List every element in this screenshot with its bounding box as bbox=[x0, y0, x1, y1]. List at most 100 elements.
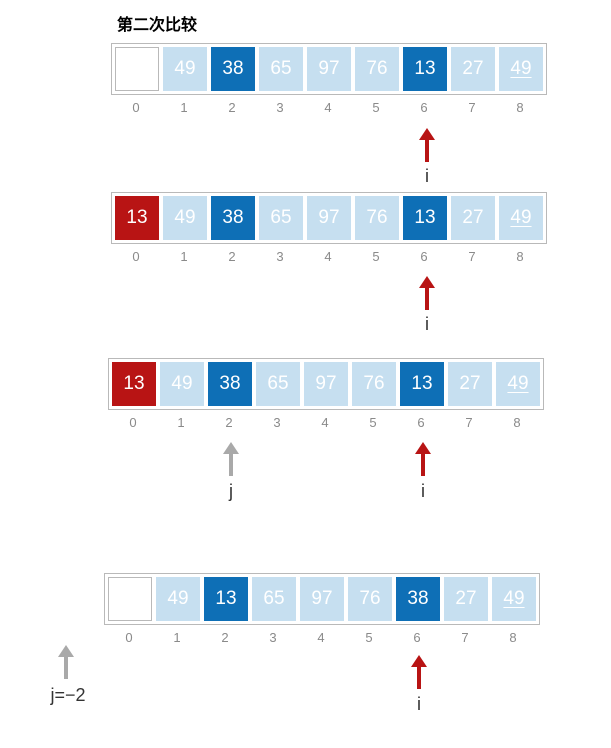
array-cell-2: 13 bbox=[204, 577, 248, 621]
array-cell-4: 97 bbox=[307, 196, 351, 240]
cell-value: 27 bbox=[455, 588, 477, 609]
array-cell-8: 49 bbox=[499, 47, 543, 91]
array-cell-6: 13 bbox=[400, 362, 444, 406]
index-label-8: 8 bbox=[509, 630, 517, 645]
array-cell-5: 76 bbox=[348, 577, 392, 621]
array-cell-0: 13 bbox=[112, 362, 156, 406]
pointer-i-label-1: i bbox=[425, 166, 429, 186]
cell-value: 38 bbox=[219, 373, 241, 394]
array-cell-3: 65 bbox=[259, 47, 303, 91]
gray-arrow-j-final bbox=[58, 645, 74, 679]
array-cell-8: 49 bbox=[499, 196, 543, 240]
cell-value: 65 bbox=[270, 58, 292, 79]
pointer-i-label-4: i bbox=[417, 694, 421, 714]
cell-value: 49 bbox=[510, 58, 532, 79]
index-label-7: 7 bbox=[465, 415, 473, 430]
array-cell-1: 49 bbox=[160, 362, 204, 406]
cell-value: 38 bbox=[407, 588, 429, 609]
array-cell-5: 76 bbox=[355, 47, 399, 91]
cell-value: 49 bbox=[167, 588, 189, 609]
cell-value: 13 bbox=[414, 207, 436, 228]
array-cell-4: 97 bbox=[304, 362, 348, 406]
index-label-2: 2 bbox=[228, 249, 236, 264]
index-label-7: 7 bbox=[468, 100, 476, 115]
array-cell-0 bbox=[108, 577, 152, 621]
index-label-3: 3 bbox=[276, 249, 284, 264]
cell-value: 13 bbox=[414, 58, 436, 79]
cell-value: 49 bbox=[174, 207, 196, 228]
array-row-2: 13 49 38 65 97 76 13 27 49 bbox=[111, 192, 547, 244]
array-cell-3: 65 bbox=[256, 362, 300, 406]
cell-value: 13 bbox=[411, 373, 433, 394]
array-cell-6: 13 bbox=[403, 196, 447, 240]
array-cell-4: 97 bbox=[307, 47, 351, 91]
index-label-4: 4 bbox=[324, 100, 332, 115]
cell-value: 65 bbox=[263, 588, 285, 609]
index-label-3: 3 bbox=[273, 415, 281, 430]
array-cell-8: 49 bbox=[496, 362, 540, 406]
array-cell-1: 49 bbox=[163, 196, 207, 240]
pointer-i-label-2: i bbox=[425, 314, 429, 334]
array-cell-0: 13 bbox=[115, 196, 159, 240]
red-arrow-i-1 bbox=[419, 128, 435, 162]
index-label-2: 2 bbox=[228, 100, 236, 115]
array-row-1: 49 38 65 97 76 13 27 49 bbox=[111, 43, 547, 95]
array-cell-5: 76 bbox=[352, 362, 396, 406]
index-label-8: 8 bbox=[513, 415, 521, 430]
cell-value: 97 bbox=[318, 207, 340, 228]
index-label-8: 8 bbox=[516, 100, 524, 115]
cell-value: 65 bbox=[270, 207, 292, 228]
array-cell-3: 65 bbox=[252, 577, 296, 621]
cell-value: 76 bbox=[366, 207, 388, 228]
array-cell-7: 27 bbox=[444, 577, 488, 621]
array-cell-3: 65 bbox=[259, 196, 303, 240]
index-label-5: 5 bbox=[372, 249, 380, 264]
array-cell-2: 38 bbox=[211, 196, 255, 240]
array-cell-4: 97 bbox=[300, 577, 344, 621]
index-label-4: 4 bbox=[324, 249, 332, 264]
cell-value: 49 bbox=[503, 588, 525, 609]
index-label-1: 1 bbox=[180, 100, 188, 115]
array-row-3: 13 49 38 65 97 76 13 27 49 bbox=[108, 358, 544, 410]
index-label-1: 1 bbox=[180, 249, 188, 264]
pointer-j-final-label: j=−2 bbox=[50, 685, 86, 705]
index-label-0: 0 bbox=[132, 100, 140, 115]
cell-value: 65 bbox=[267, 373, 289, 394]
cell-value: 27 bbox=[462, 207, 484, 228]
cell-value: 97 bbox=[318, 58, 340, 79]
pointer-i-label-3: i bbox=[421, 481, 425, 501]
index-label-3: 3 bbox=[269, 630, 277, 645]
array-cell-8: 49 bbox=[492, 577, 536, 621]
index-label-8: 8 bbox=[516, 249, 524, 264]
index-label-6: 6 bbox=[420, 249, 428, 264]
cell-value: 97 bbox=[311, 588, 333, 609]
index-label-7: 7 bbox=[461, 630, 469, 645]
index-label-0: 0 bbox=[129, 415, 137, 430]
cell-value: 38 bbox=[222, 207, 244, 228]
index-label-0: 0 bbox=[132, 249, 140, 264]
gray-arrow-j bbox=[223, 442, 239, 476]
array-cell-5: 76 bbox=[355, 196, 399, 240]
array-cell-6: 13 bbox=[403, 47, 447, 91]
index-label-6: 6 bbox=[413, 630, 421, 645]
cell-value: 13 bbox=[123, 373, 145, 394]
index-label-4: 4 bbox=[317, 630, 325, 645]
cell-value: 27 bbox=[462, 58, 484, 79]
index-label-2: 2 bbox=[221, 630, 229, 645]
index-label-2: 2 bbox=[225, 415, 233, 430]
array-cell-2: 38 bbox=[208, 362, 252, 406]
diagram-title: 第二次比较 bbox=[117, 15, 198, 34]
array-cell-2: 38 bbox=[211, 47, 255, 91]
index-label-1: 1 bbox=[173, 630, 181, 645]
cell-value: 27 bbox=[459, 373, 481, 394]
array-cell-1: 49 bbox=[156, 577, 200, 621]
index-label-5: 5 bbox=[365, 630, 373, 645]
cell-value: 13 bbox=[126, 207, 148, 228]
red-arrow-i-3 bbox=[415, 442, 431, 476]
cell-value: 49 bbox=[174, 58, 196, 79]
cell-value: 49 bbox=[507, 373, 529, 394]
index-label-7: 7 bbox=[468, 249, 476, 264]
index-label-5: 5 bbox=[372, 100, 380, 115]
index-label-5: 5 bbox=[369, 415, 377, 430]
pointer-j-label: j bbox=[229, 481, 233, 501]
